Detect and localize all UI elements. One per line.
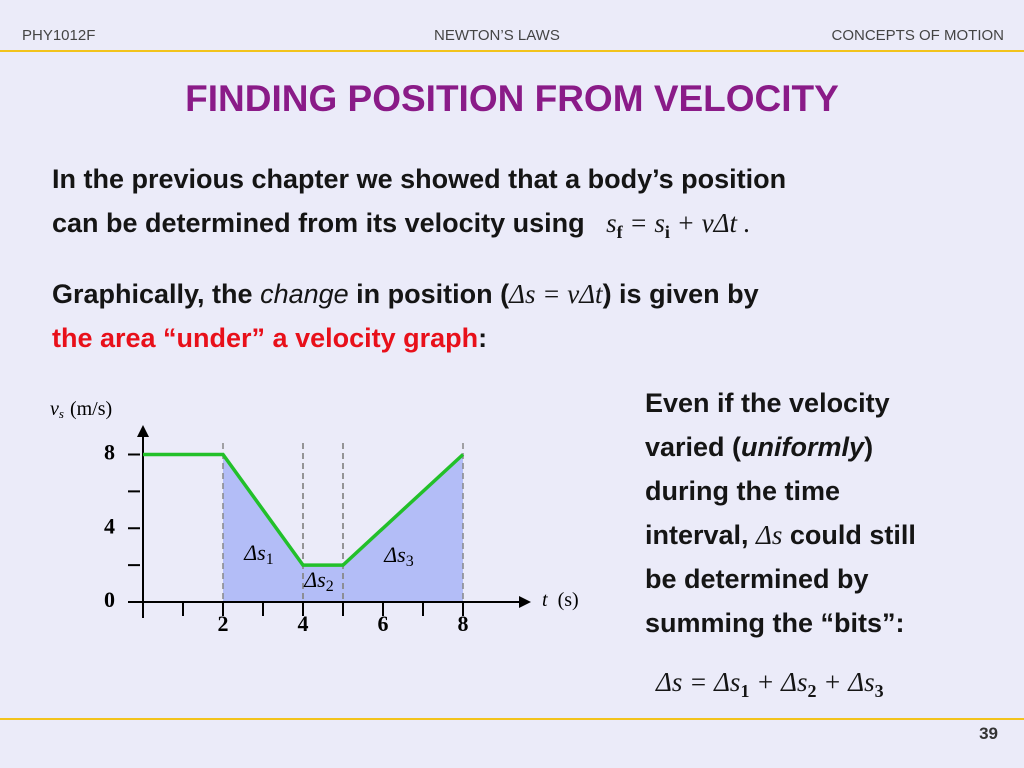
- equation: sf = si + vΔt .: [606, 208, 751, 241]
- text-line: In the previous chapter we showed that a…: [52, 164, 787, 194]
- slide-title: FINDING POSITION FROM VELOCITY: [185, 78, 839, 119]
- eq-part: s: [606, 208, 617, 238]
- y-tick-label: 4: [104, 513, 115, 538]
- eq-sub: 2: [807, 681, 817, 701]
- text: ) is given by: [602, 279, 759, 309]
- unit: (m/s): [70, 398, 112, 420]
- paragraph: Graphically, the change in position (Δs …: [52, 272, 759, 360]
- unit: (s): [558, 589, 579, 611]
- text: in position (: [348, 279, 510, 309]
- eq-part: + Δs: [749, 667, 808, 697]
- text: :: [478, 323, 488, 353]
- text: could still: [782, 520, 916, 550]
- text: ): [864, 432, 874, 462]
- eq-sub: 3: [874, 681, 884, 701]
- text: uniformly: [741, 432, 865, 462]
- course: PHY1012F: [22, 27, 96, 44]
- eq-sub: i: [664, 222, 670, 242]
- symbol: v: [50, 398, 59, 420]
- side-text: Even if the velocity varied (uniformly) …: [645, 381, 916, 645]
- eq-part: + Δs: [816, 667, 875, 697]
- y-axis-arrow: [137, 425, 149, 437]
- text-line: summing the “bits”:: [645, 608, 905, 638]
- eq-part: = s: [622, 208, 665, 238]
- paragraph: In the previous chapter we showed that a…: [52, 157, 786, 245]
- text: the area “under” a velocity graph: [52, 323, 479, 353]
- text: Graphically, the: [52, 279, 261, 309]
- equation: Δs = vΔt: [509, 279, 603, 309]
- text-line: be determined by: [645, 564, 869, 594]
- symbol: t: [542, 589, 548, 611]
- x-tick-label: 6: [378, 611, 389, 636]
- text-line: Graphically, the change in position (Δs …: [52, 272, 759, 316]
- y-axis-label: vs (m/s): [50, 398, 112, 421]
- text-line: varied (uniformly): [645, 425, 916, 469]
- region-label: Δs3: [383, 542, 413, 570]
- y-tick-label: 8: [104, 440, 115, 465]
- region-sub: 1: [266, 551, 274, 568]
- page-number: 39: [979, 724, 998, 743]
- text-line: interval, Δs could still: [645, 513, 916, 557]
- region-label: Δs1: [243, 540, 273, 568]
- text-line: during the time: [645, 476, 840, 506]
- x-tick-label: 4: [298, 611, 309, 636]
- y-tick-label: 0: [104, 587, 115, 612]
- text: varied (: [645, 432, 742, 462]
- region-sub: 2: [326, 578, 334, 595]
- x-tick-label: 2: [218, 611, 229, 636]
- text-line: the area “under” a velocity graph:: [52, 316, 759, 360]
- text: change: [260, 279, 349, 309]
- text-line: Even if the velocity: [645, 388, 890, 418]
- footer-rule: [0, 718, 1024, 720]
- eq-sub: 1: [740, 681, 750, 701]
- text: can be determined from its velocity usin…: [52, 208, 585, 238]
- velocity-line: [143, 452, 465, 567]
- topic: CONCEPTS OF MOTION: [831, 27, 1005, 44]
- x-axis-arrow: [519, 596, 531, 608]
- text: interval,: [645, 520, 757, 550]
- eq-sub: f: [616, 222, 623, 242]
- text: Δs: [756, 520, 783, 550]
- eq-part: + vΔt .: [669, 208, 751, 238]
- header-rule: [0, 50, 1024, 52]
- region-name: Δs: [383, 542, 405, 567]
- section: NEWTON’S LAWS: [434, 27, 560, 44]
- eq-part: Δs = Δs: [656, 667, 741, 697]
- region-name: Δs: [303, 567, 325, 592]
- equation: Δs = Δs1 + Δs2 + Δs3: [656, 660, 884, 704]
- area-under-curve: [223, 454, 463, 602]
- subscript: s: [59, 406, 64, 421]
- region-label: Δs2: [303, 567, 333, 595]
- x-tick-label: 8: [458, 611, 469, 636]
- region-sub: 3: [406, 553, 414, 570]
- region-name: Δs: [243, 540, 265, 565]
- x-axis-label: t (s): [542, 589, 579, 611]
- text-line: can be determined from its velocity usin…: [52, 201, 786, 245]
